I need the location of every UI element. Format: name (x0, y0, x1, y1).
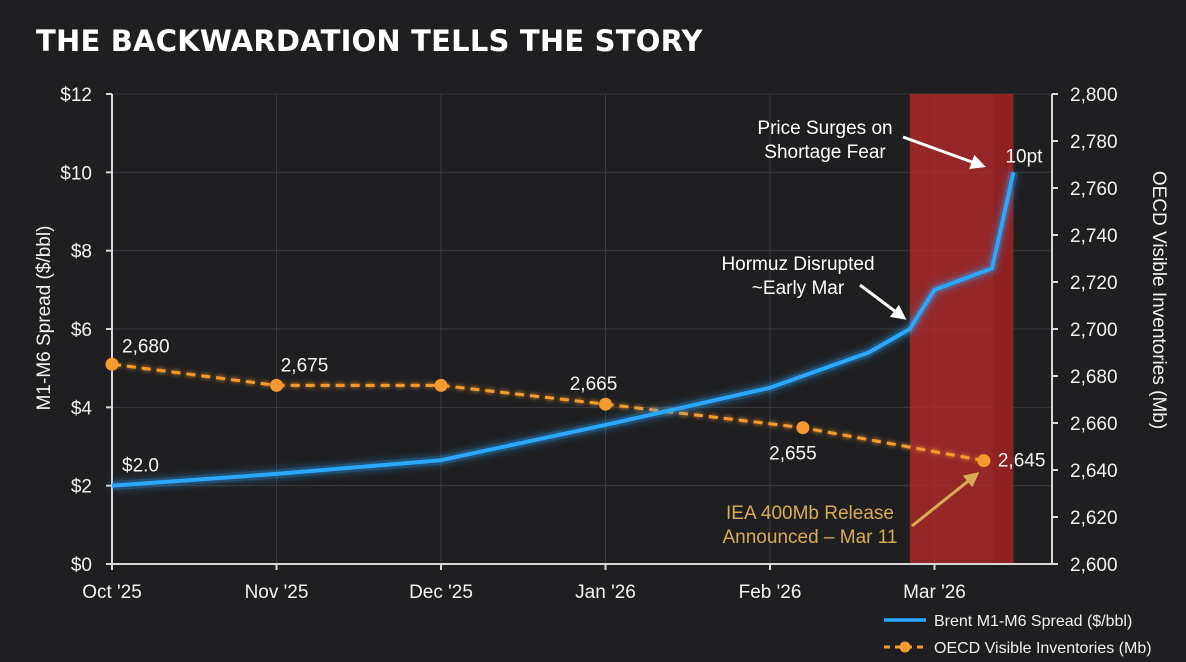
right-tick-label: 2,740 (1070, 226, 1118, 247)
left-tick-label: $6 (71, 320, 92, 341)
right-tick-label: 2,600 (1070, 555, 1118, 576)
inventory-point (599, 397, 612, 411)
inventory-data-label: 2,675 (281, 355, 329, 376)
legend-label-spread: Brent M1-M6 Spread ($/bbl) (934, 613, 1132, 630)
right-tick-label: 2,680 (1070, 367, 1118, 388)
right-tick-label: 2,760 (1070, 179, 1118, 200)
x-tick-label: Jan '26 (575, 582, 636, 603)
right-tick-label: 2,800 (1070, 85, 1118, 106)
annotation-hormuz: Hormuz Disrupted ~Early Mar (721, 254, 907, 320)
inventory-data-label: 2,655 (769, 444, 817, 465)
x-tick-label: Feb '26 (739, 582, 802, 603)
inventory-point (270, 378, 283, 392)
inventory-point (434, 378, 448, 392)
inventory-data-label: 2,680 (122, 336, 170, 357)
inventory-data-label: 2,645 (998, 451, 1046, 472)
grid-layer (112, 93, 1052, 565)
legend-marker-inventory (899, 641, 911, 653)
right-tick-label: 2,720 (1070, 273, 1118, 294)
labels-layer: 2,680 2,675 2,665 2,655 2,645 $2.0 10pt (122, 146, 1045, 476)
ticks-layer: $0 $2 $4 $6 $8 $10 $12 2,600 2,620 2,640 2,660 2,68… (60, 85, 1117, 603)
inventory-series-line (111, 362, 985, 463)
annotation-iea-line2: Announced – Mar 11 (723, 527, 898, 548)
chart-title: THE BACKWARDATION TELLS THE STORY (36, 24, 703, 58)
annotation-price-surge-line2: Shortage Fear (764, 142, 886, 163)
annotation-hormuz-line2: ~Early Mar (752, 278, 845, 299)
right-tick-label: 2,640 (1070, 461, 1118, 482)
right-axis-title: OECD Visible Inventories (Mb) (1148, 171, 1169, 429)
left-tick-label: $4 (71, 398, 93, 419)
inventory-point (977, 454, 991, 468)
annotation-iea-arrow (911, 472, 980, 528)
spread-start-label: $2.0 (122, 456, 159, 477)
series-layer (105, 171, 1018, 491)
inventory-point (105, 357, 119, 371)
left-axis-title: M1-M6 Spread ($/bbl) (34, 226, 55, 411)
right-tick-label: 2,700 (1070, 320, 1118, 341)
annotation-hormuz-line1: Hormuz Disrupted (721, 254, 874, 275)
x-tick-label: Nov '25 (245, 582, 309, 603)
left-tick-label: $12 (60, 85, 92, 106)
left-tick-label: $10 (60, 163, 92, 184)
spread-end-label: 10pt (1005, 146, 1043, 167)
shade-layer (909, 94, 1014, 564)
right-tick-label: 2,780 (1070, 132, 1118, 153)
annotation-price-surge: Price Surges on Shortage Fear (757, 118, 986, 169)
annotation-price-surge-line1: Price Surges on (757, 118, 892, 139)
inventory-point (796, 421, 810, 435)
legend-label-inventory: OECD Visible Inventories (Mb) (934, 640, 1152, 657)
inventory-data-label: 2,665 (570, 374, 618, 395)
right-tick-label: 2,620 (1070, 508, 1118, 529)
annotation-price-surge-arrow (902, 135, 986, 169)
x-tick-label: Mar '26 (903, 582, 966, 603)
annotation-hormuz-arrow (859, 283, 907, 320)
legend: Brent M1-M6 Spread ($/bbl) OECD Visible … (884, 613, 1152, 657)
annotation-iea: IEA 400Mb Release Announced – Mar 11 (723, 472, 980, 548)
x-tick-label: Dec '25 (409, 582, 473, 603)
annotation-iea-line1: IEA 400Mb Release (726, 503, 894, 524)
left-tick-label: $0 (71, 555, 92, 576)
left-tick-label: $8 (71, 242, 92, 263)
x-tick-label: Oct '25 (82, 582, 142, 603)
left-tick-label: $2 (71, 477, 92, 498)
spread-series-line (111, 171, 1016, 488)
right-tick-label: 2,660 (1070, 414, 1118, 435)
